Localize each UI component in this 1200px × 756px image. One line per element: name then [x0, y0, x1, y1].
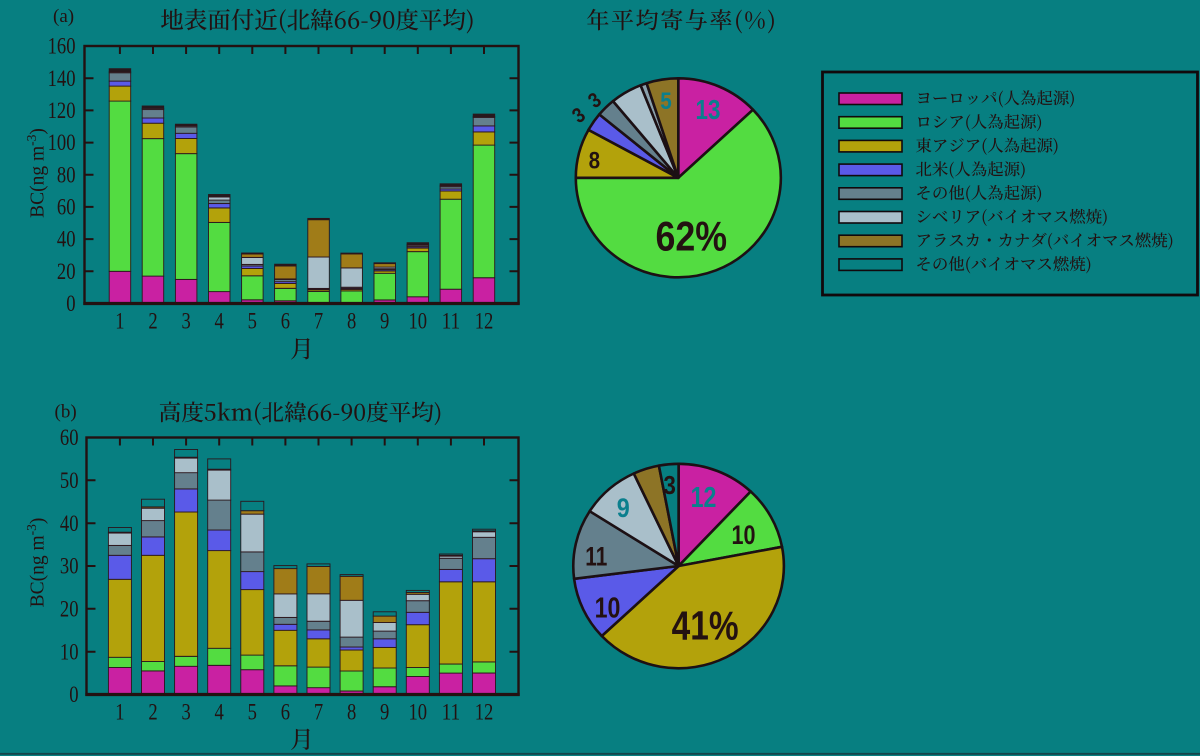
svg-text:9: 9 — [617, 493, 630, 523]
svg-text:5: 5 — [660, 88, 672, 115]
svg-text:10: 10 — [409, 700, 428, 725]
svg-text:9: 9 — [380, 700, 389, 725]
svg-text:12: 12 — [691, 482, 717, 514]
svg-text:7: 7 — [314, 700, 323, 725]
svg-text:11: 11 — [442, 700, 461, 725]
svg-text:1: 1 — [115, 700, 124, 725]
svg-text:13: 13 — [696, 94, 721, 125]
svg-text:6: 6 — [281, 700, 290, 725]
svg-text:11: 11 — [442, 308, 461, 333]
svg-text:20: 20 — [57, 259, 76, 284]
svg-text:3: 3 — [181, 700, 190, 725]
svg-text:4: 4 — [215, 700, 225, 725]
svg-text:3: 3 — [181, 308, 190, 333]
svg-text:10: 10 — [732, 520, 756, 550]
svg-text:0: 0 — [66, 291, 75, 316]
svg-text:1: 1 — [115, 308, 124, 333]
svg-text:10: 10 — [409, 308, 428, 333]
svg-text:41%: 41% — [672, 603, 739, 649]
svg-text:(a): (a) — [53, 6, 74, 27]
svg-text:140: 140 — [48, 66, 76, 91]
svg-text:120: 120 — [48, 98, 76, 123]
svg-text:40: 40 — [57, 227, 76, 252]
svg-text:80: 80 — [57, 162, 76, 187]
svg-text:(b): (b) — [55, 401, 77, 422]
svg-text:60: 60 — [60, 425, 79, 450]
svg-text:100: 100 — [48, 130, 76, 155]
svg-text:5: 5 — [248, 308, 257, 333]
svg-text:8: 8 — [589, 148, 601, 175]
svg-text:5: 5 — [248, 700, 257, 725]
svg-text:12: 12 — [475, 308, 494, 333]
svg-text:0: 0 — [69, 682, 78, 707]
svg-text:10: 10 — [60, 639, 79, 664]
svg-text:40: 40 — [60, 511, 79, 536]
svg-text:160: 160 — [48, 34, 76, 59]
svg-text:9: 9 — [380, 308, 389, 333]
svg-text:2: 2 — [148, 308, 157, 333]
svg-text:8: 8 — [347, 308, 356, 333]
svg-text:2: 2 — [148, 700, 157, 725]
svg-text:8: 8 — [347, 700, 356, 725]
svg-text:4: 4 — [215, 308, 225, 333]
svg-text:11: 11 — [585, 542, 607, 572]
svg-text:50: 50 — [60, 468, 79, 493]
svg-text:60: 60 — [57, 195, 76, 220]
svg-text:7: 7 — [314, 308, 323, 333]
svg-text:20: 20 — [60, 596, 79, 621]
svg-text:12: 12 — [475, 700, 494, 725]
svg-text:10: 10 — [595, 593, 621, 625]
svg-text:62%: 62% — [656, 213, 728, 260]
svg-text:30: 30 — [60, 554, 79, 579]
svg-text:6: 6 — [281, 308, 290, 333]
svg-text:3: 3 — [663, 470, 676, 500]
